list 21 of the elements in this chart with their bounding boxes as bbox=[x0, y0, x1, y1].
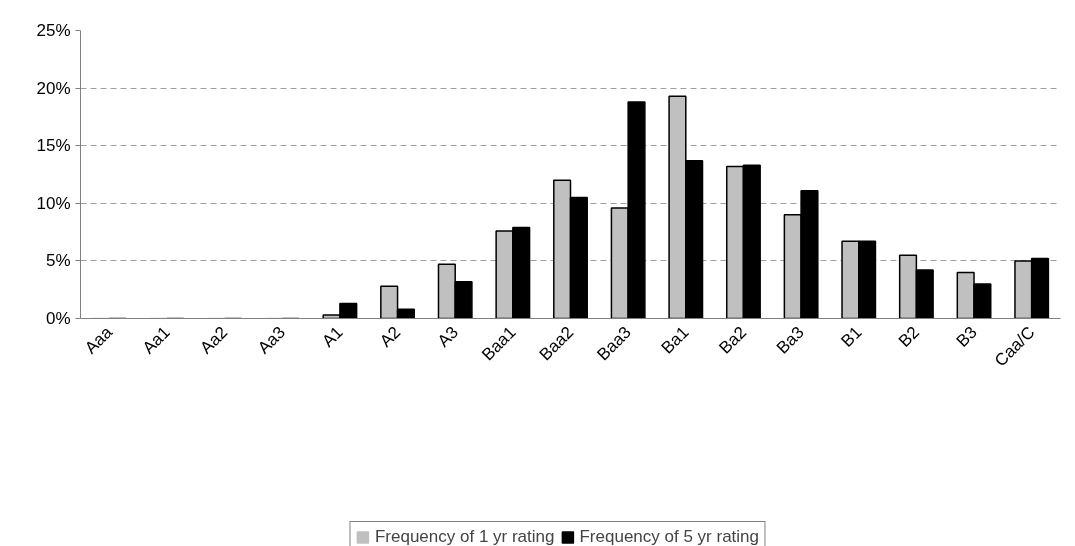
x-tick-label: A3 bbox=[433, 322, 462, 351]
y-tick-label: 0% bbox=[45, 309, 71, 328]
x-tick-label: B3 bbox=[952, 322, 981, 351]
x-tick-label: Aa3 bbox=[254, 322, 289, 358]
y-tick-label: 25% bbox=[36, 21, 71, 40]
x-tick-label: B1 bbox=[837, 322, 866, 351]
x-tick-label: Aa1 bbox=[138, 322, 174, 358]
x-tick-label: A1 bbox=[318, 322, 347, 351]
y-tick-label: 5% bbox=[45, 251, 71, 271]
x-tick-label: B2 bbox=[894, 322, 924, 351]
legend-label: Frequency of 5 yr rating bbox=[579, 527, 760, 546]
x-tick-label: Aa2 bbox=[196, 322, 232, 358]
y-tick-label: 15% bbox=[36, 136, 71, 156]
x-tick-label: Aaa bbox=[81, 322, 117, 358]
x-tick-label: Ba3 bbox=[772, 322, 808, 358]
legend-label: Frequency of 1 yr rating bbox=[374, 527, 555, 546]
y-tick-label: 10% bbox=[36, 193, 71, 213]
x-tick-label: A2 bbox=[376, 322, 405, 351]
x-tick-label: Ba1 bbox=[657, 322, 693, 358]
x-tick-label: Ba2 bbox=[715, 322, 751, 358]
y-tick-label: 20% bbox=[36, 78, 71, 98]
